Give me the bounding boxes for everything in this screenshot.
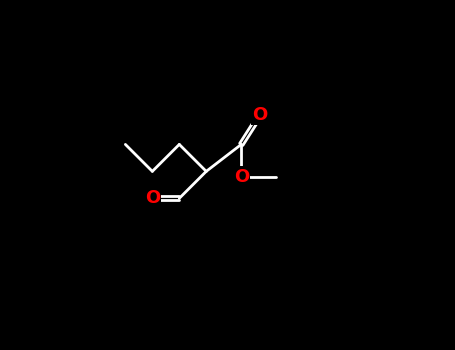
Text: O: O <box>253 106 268 124</box>
Text: O: O <box>234 168 249 186</box>
Text: O: O <box>145 189 160 207</box>
